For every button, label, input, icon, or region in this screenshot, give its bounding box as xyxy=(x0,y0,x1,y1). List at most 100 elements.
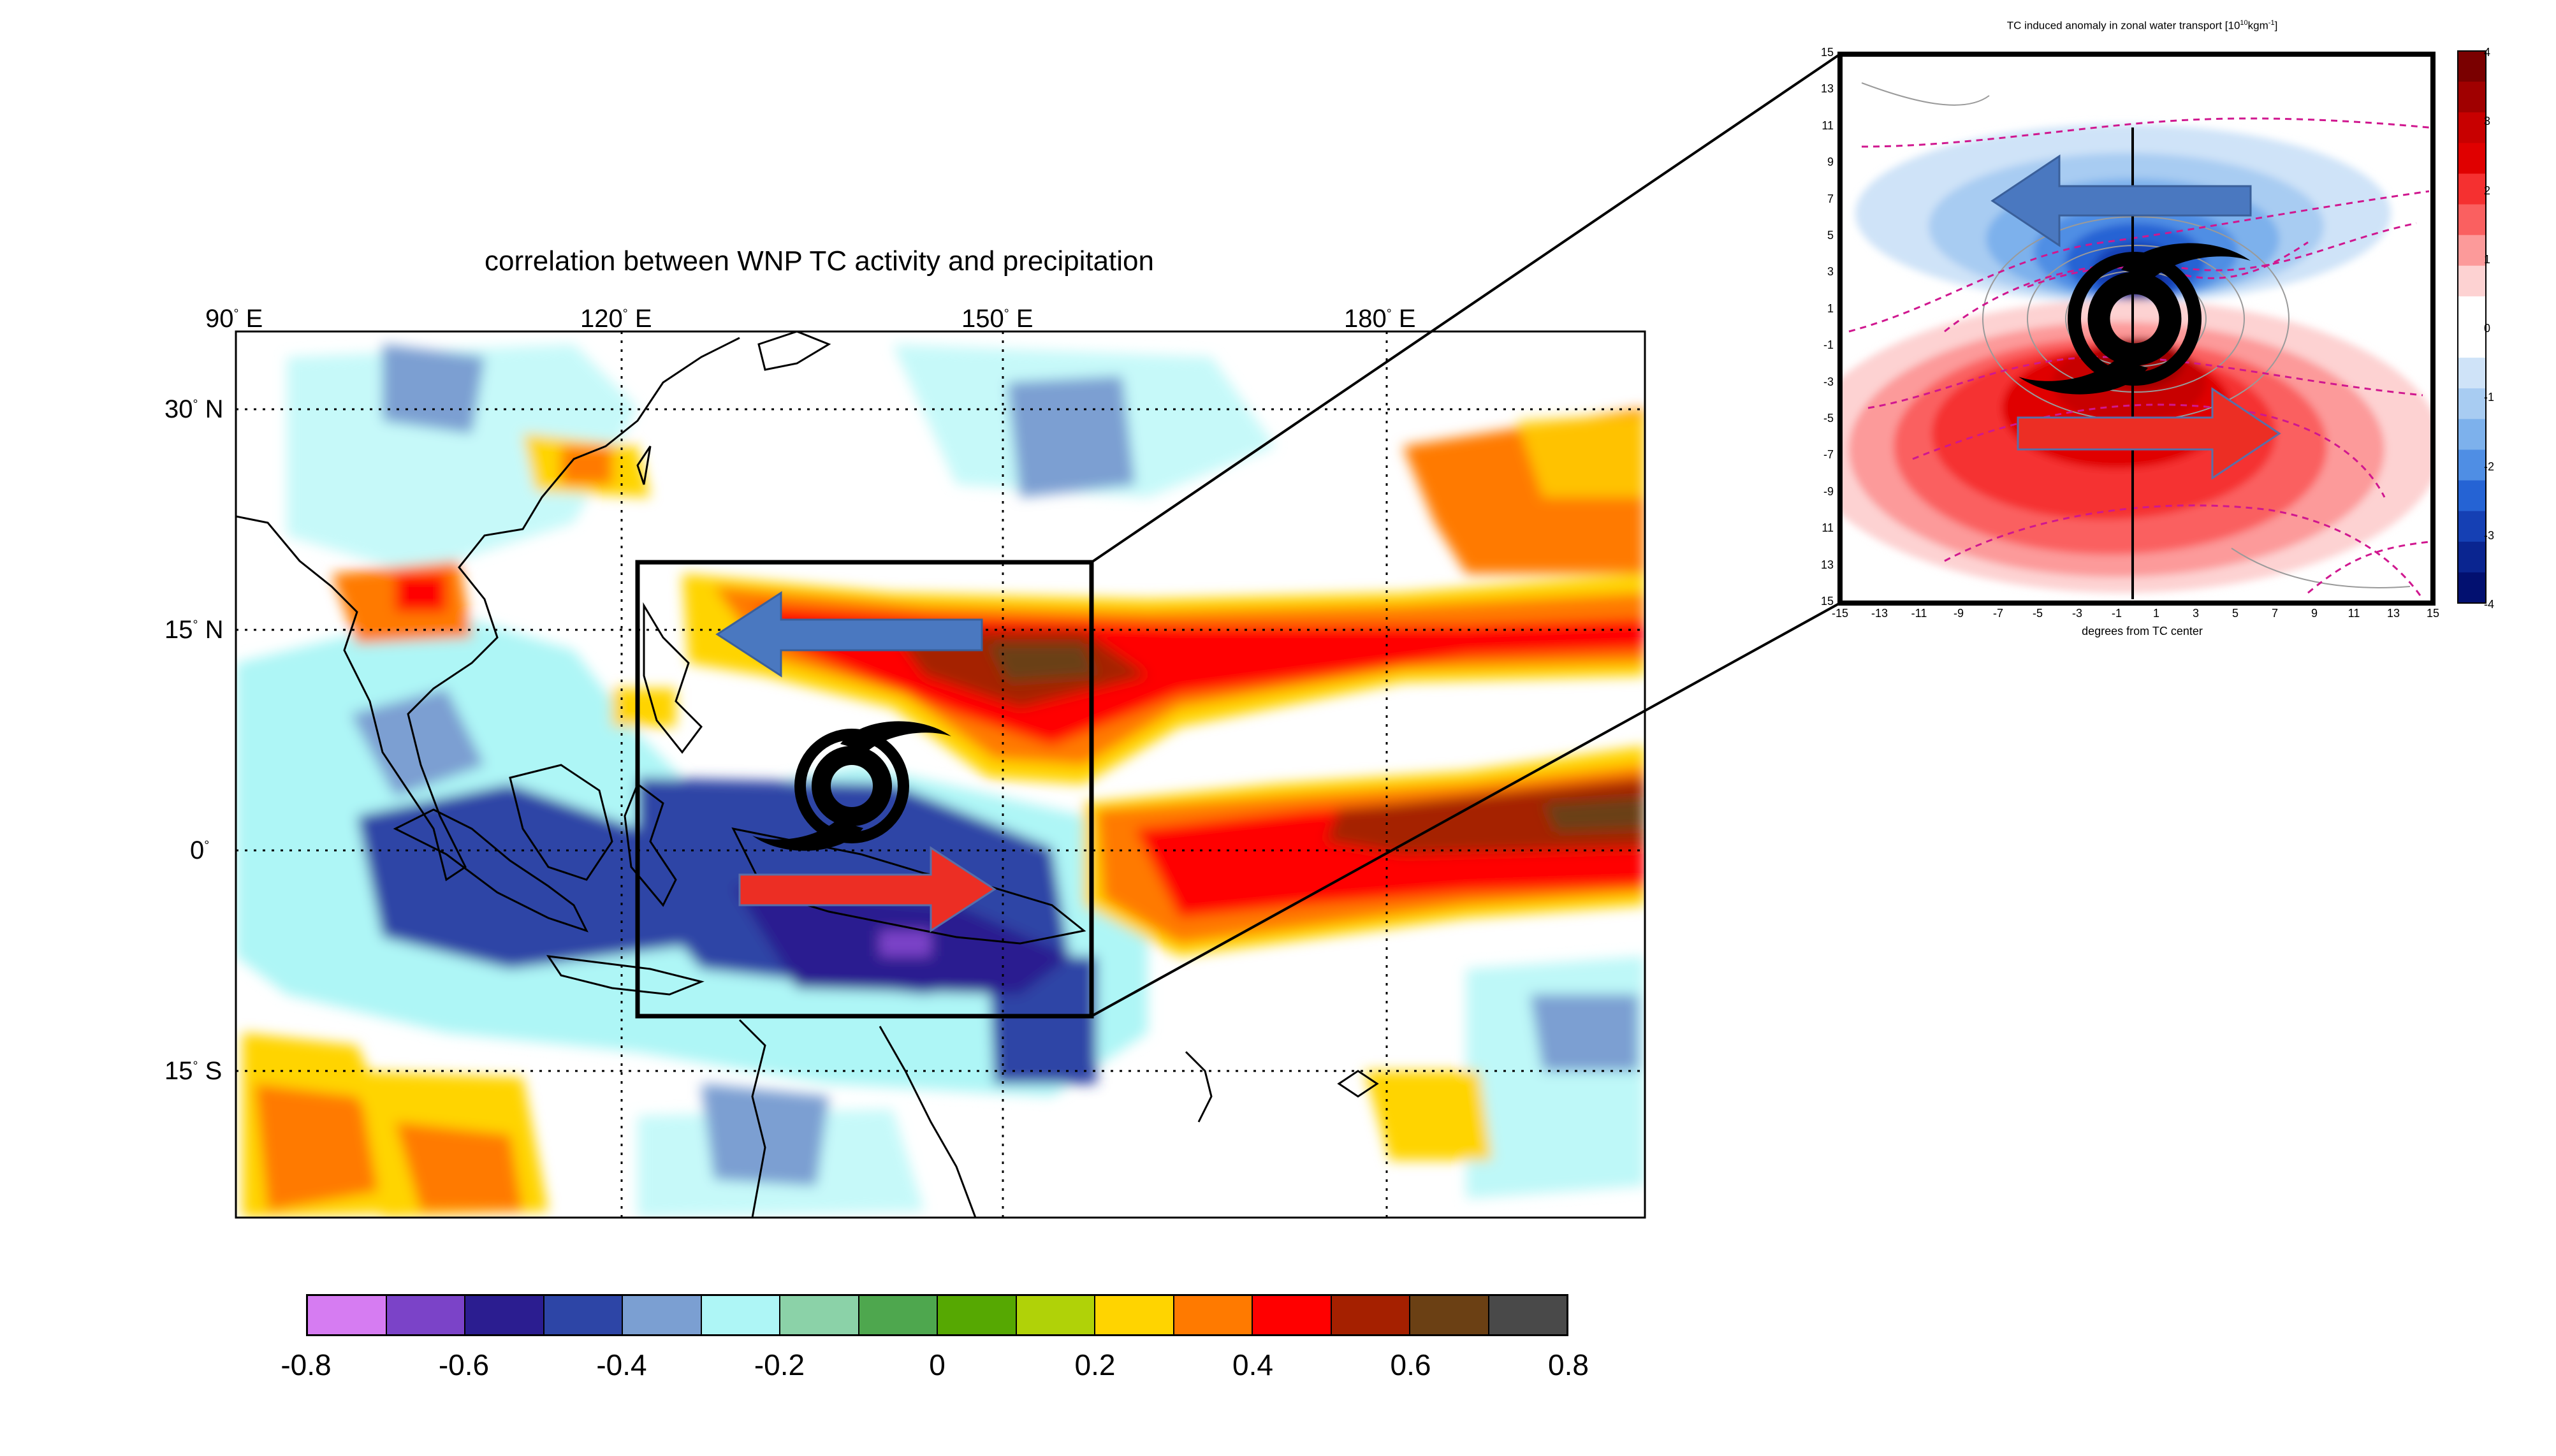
inset-y-tick-label: 9 xyxy=(1827,156,1834,169)
inset-colorbar-cell xyxy=(2458,82,2486,113)
inset-x-tick-label: 3 xyxy=(2192,607,2199,620)
colorbar-tick-label: 0.6 xyxy=(1390,1348,1431,1381)
colorbar-tick-label: 0 xyxy=(929,1348,946,1381)
inset-x-tick-label: -5 xyxy=(2032,607,2043,620)
inset-colorbar-cell xyxy=(2458,388,2486,419)
inset-cyclone-icon xyxy=(2019,243,2251,395)
zoom-box xyxy=(635,560,1094,1019)
cyclone-icon xyxy=(752,721,951,851)
inset-colorbar-cell xyxy=(2458,541,2486,573)
colorbar-tick-label: 0.2 xyxy=(1074,1348,1116,1381)
inset-colorbar-tick-label: -1 xyxy=(2484,391,2495,404)
eastward-arrow xyxy=(738,846,997,933)
colorbar-cell xyxy=(386,1296,465,1334)
lat-label-15s: 15° S xyxy=(164,1057,223,1085)
inset-y-tick-label: -5 xyxy=(1823,412,1834,425)
colorbar-cell xyxy=(701,1296,780,1334)
inset-x-tick-label: 1 xyxy=(2152,607,2159,620)
lat-label-30n: 30° N xyxy=(164,395,224,423)
inset-y-tick-label: 7 xyxy=(1827,192,1834,205)
inset-x-tick-label: 13 xyxy=(2386,607,2400,620)
westward-arrow xyxy=(715,591,983,678)
inset-y-tick-label: 13 xyxy=(1820,558,1834,571)
inset-westward-arrow xyxy=(1990,154,2252,247)
inset-colorbar-tick-label: -2 xyxy=(2484,460,2495,473)
inset-y-tick-label: 3 xyxy=(1827,265,1834,279)
inset-title: TC induced anomaly in zonal water transp… xyxy=(2006,19,2278,32)
inset-x-tick-label: -1 xyxy=(2111,607,2122,620)
inset-colorbar-cell xyxy=(2458,235,2486,266)
coastlines xyxy=(236,331,1379,1218)
inset-y-tick-label: 5 xyxy=(1827,229,1834,242)
inset-y-tick-label: 15 xyxy=(1820,595,1834,608)
colorbar-cell xyxy=(544,1296,623,1334)
inset-colorbar-cell xyxy=(2458,327,2486,358)
inset-colorbar-tick-label: -4 xyxy=(2484,598,2495,611)
inset-anomaly-field xyxy=(1840,54,2433,603)
colorbar-cell xyxy=(1410,1296,1489,1334)
inset-colorbar-tick-label: 3 xyxy=(2484,115,2491,128)
inset-colorbar-tick-label: 0 xyxy=(2484,322,2491,335)
inset-y-tick-label: 15 xyxy=(1820,46,1834,59)
inset-x-tick-label: -13 xyxy=(1871,607,1888,620)
colorbar-cell xyxy=(1253,1296,1332,1334)
main-colorbar xyxy=(306,1294,1568,1336)
inset-y-tick-label: -3 xyxy=(1823,375,1834,388)
inset-colorbar-cell xyxy=(2458,112,2486,143)
inset-x-tick-label: 11 xyxy=(2348,607,2360,620)
colorbar-cell xyxy=(1095,1296,1174,1334)
colorbar-tick-label: -0.2 xyxy=(754,1348,805,1381)
inset-colorbar-cell xyxy=(2458,143,2486,174)
colorbar-cell xyxy=(780,1296,859,1334)
inset-colorbar xyxy=(2458,51,2486,604)
inset-y-tick-label: -9 xyxy=(1823,484,1834,498)
inset-colorbar-cell xyxy=(2458,173,2486,205)
map-title: correlation between WNP TC activity and … xyxy=(485,245,1154,277)
inset-colorbar-tick-label: 2 xyxy=(2484,184,2491,197)
inset-colorbar-cell xyxy=(2458,296,2486,328)
inset-x-tick-label: 7 xyxy=(2271,607,2278,620)
inset-x-tick-label: 15 xyxy=(2426,607,2440,620)
colorbar-tick-label: -0.6 xyxy=(438,1348,490,1381)
colorbar-cell xyxy=(1489,1296,1566,1334)
lat-label-15n: 15° N xyxy=(164,616,224,644)
colorbar-cell xyxy=(308,1296,387,1334)
inset-x-tick-label: -15 xyxy=(1831,607,1848,620)
inset-x-tick-label: 9 xyxy=(2311,607,2318,620)
lon-label-120e: 120° E xyxy=(580,305,652,333)
inset-colorbar-cell xyxy=(2458,419,2486,450)
inset-y-tick-label: -1 xyxy=(1823,339,1834,352)
inset-y-tick-label: 13 xyxy=(1820,82,1834,96)
lon-label-150e: 150° E xyxy=(961,305,1033,333)
inset-colorbar-cell xyxy=(2458,51,2486,82)
colorbar-cell xyxy=(938,1296,1017,1334)
colorbar-cell xyxy=(859,1296,938,1334)
inset-x-tick-label: -9 xyxy=(1953,607,1964,620)
inset-x-tick-label: 5 xyxy=(2231,607,2238,620)
colorbar-cell xyxy=(1016,1296,1095,1334)
inset-colorbar-tick-label: 1 xyxy=(2484,252,2491,266)
inset-colorbar-cell xyxy=(2458,511,2486,542)
inset-x-tick-label: -7 xyxy=(1992,607,2003,620)
colorbar-cell xyxy=(1331,1296,1410,1334)
colorbar-cell xyxy=(465,1296,544,1334)
colorbar-cell xyxy=(1174,1296,1253,1334)
inset-y-tick-label: 11 xyxy=(1822,119,1834,132)
lon-label-90e: 90° E xyxy=(205,305,263,333)
colorbar-tick-label: -0.4 xyxy=(596,1348,647,1381)
inset-y-tick-label: 1 xyxy=(1827,302,1834,315)
inset-colorbar-cell xyxy=(2458,265,2486,297)
inset-y-tick-label: 11 xyxy=(1822,521,1834,535)
colorbar-tick-label: -0.8 xyxy=(281,1348,332,1381)
colorbar-tick-label: 0.4 xyxy=(1232,1348,1273,1381)
inset-x-axis-label: degrees from TC center xyxy=(2082,625,2203,637)
lon-label-180e: 180° E xyxy=(1344,305,1416,333)
inset-colorbar-cell xyxy=(2458,572,2486,604)
lat-label-eq: 0° xyxy=(190,836,210,864)
inset-x-tick-label: -11 xyxy=(1911,607,1927,620)
inset-colorbar-cell xyxy=(2458,204,2486,236)
inset-colorbar-cell xyxy=(2458,480,2486,512)
colorbar-cell xyxy=(623,1296,702,1334)
